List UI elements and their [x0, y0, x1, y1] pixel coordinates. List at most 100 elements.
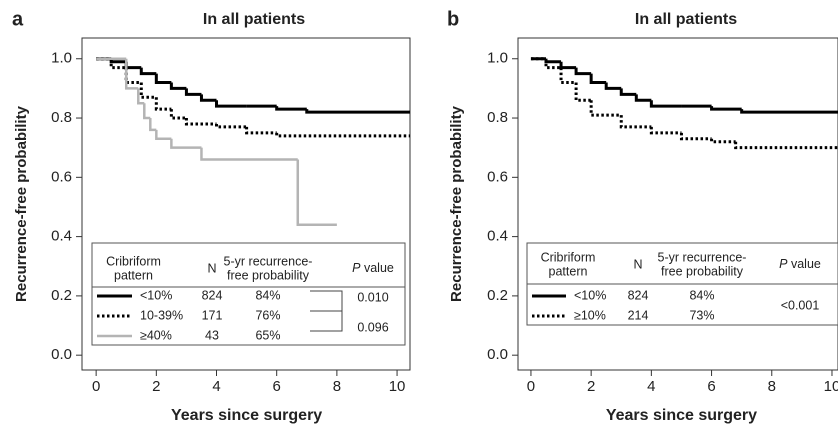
y-tick-label: 0.0: [487, 346, 508, 363]
survival-step: [215, 123, 247, 129]
survival-step: [155, 129, 172, 141]
survival-step: [137, 88, 145, 105]
x-tick-label: 8: [333, 378, 341, 395]
p-word: value: [791, 257, 821, 271]
x-tick-label: 4: [212, 378, 220, 395]
survival-step: [296, 159, 337, 226]
x-tick-label: 2: [152, 378, 160, 395]
y-tick-label: 0.6: [51, 168, 72, 185]
table-cell: 214: [628, 308, 649, 322]
plot-frame: [81, 37, 411, 371]
x-tick-label: 10: [389, 378, 406, 395]
table-header: Cribriform: [541, 250, 596, 264]
survival-step: [245, 126, 277, 135]
x-axis-title: Years since surgery: [606, 407, 757, 424]
survival-step: [710, 138, 736, 144]
survival-step: [275, 106, 307, 111]
table-cell: 171: [202, 308, 223, 322]
survival-step: [619, 115, 652, 129]
p-word: value: [364, 261, 394, 275]
survival-step: [124, 58, 139, 90]
x-tick-label: 10: [824, 378, 838, 395]
legend-table: [91, 242, 406, 346]
table-cell: 65%: [255, 328, 280, 342]
survival-step: [574, 82, 592, 102]
table-cell: 84%: [689, 288, 714, 302]
survival-step: [275, 132, 410, 138]
table-header: free probability: [661, 264, 744, 278]
table-cell: 84%: [255, 288, 280, 302]
table-cell: 73%: [689, 308, 714, 322]
y-axis-title: Recurrence-free probability: [13, 105, 30, 302]
table-cell: 76%: [255, 308, 280, 322]
p-italic: P: [352, 261, 361, 275]
survival-step: [124, 61, 142, 70]
y-tick-label: 0.4: [51, 228, 72, 245]
x-tick-label: 2: [587, 378, 595, 395]
survival-step: [574, 67, 592, 76]
survival-step: [589, 73, 607, 84]
survival-step: [589, 100, 622, 117]
survival-step: [139, 67, 157, 76]
table-header: N: [207, 261, 216, 275]
table-cell: 43: [205, 328, 219, 342]
survival-step: [169, 109, 187, 120]
chart-title: In all patients: [635, 11, 737, 28]
x-tick-label: 0: [527, 378, 535, 395]
y-tick-label: 0.6: [487, 168, 508, 185]
survival-step: [149, 118, 157, 132]
y-tick-label: 1.0: [51, 50, 72, 67]
table-header: N: [633, 257, 642, 271]
survival-step: [679, 132, 712, 141]
survival-step: [649, 100, 682, 108]
survival-step: [184, 88, 202, 96]
survival-step: [559, 67, 577, 84]
plot-frame: [517, 37, 838, 371]
y-axis-title: Recurrence-free probability: [448, 105, 465, 302]
survival-step: [154, 97, 172, 111]
survival-step: [649, 126, 682, 135]
survival-step: [139, 82, 157, 99]
survival-step: [710, 106, 742, 111]
table-cell: 824: [628, 288, 649, 302]
survival-step: [143, 103, 151, 120]
table-header: pattern: [549, 264, 588, 278]
survival-step: [184, 118, 217, 126]
survival-step: [124, 67, 142, 84]
y-tick-label: 1.0: [487, 50, 508, 67]
p-value: 0.096: [357, 320, 388, 334]
survival-step: [200, 147, 298, 161]
survival-step: [559, 61, 577, 70]
survival-step: [154, 73, 172, 84]
legend-label: <10%: [574, 288, 606, 302]
y-tick-label: 0.2: [51, 287, 72, 304]
survival-step: [619, 88, 637, 96]
table-header: P value: [779, 257, 821, 271]
survival-step: [740, 109, 838, 114]
survival-step: [170, 138, 202, 149]
legend-label: <10%: [140, 288, 172, 302]
table-header: pattern: [114, 268, 153, 282]
survival-step: [604, 82, 622, 90]
x-tick-label: 0: [92, 378, 100, 395]
x-tick-label: 6: [273, 378, 281, 395]
legend-label: ≥10%: [574, 308, 606, 322]
p-value: <0.001: [781, 298, 820, 312]
legend-label: ≥40%: [140, 328, 172, 342]
table-cell: 824: [202, 288, 223, 302]
y-tick-label: 0.4: [487, 228, 508, 245]
survival-step: [199, 94, 217, 102]
table-header: 5-yr recurrence-: [658, 250, 747, 264]
bracket: [310, 310, 343, 332]
p-value: 0.010: [357, 290, 388, 304]
p-italic: P: [779, 257, 788, 271]
y-tick-label: 0.2: [487, 287, 508, 304]
survival-step: [215, 100, 247, 108]
x-tick-label: 8: [768, 378, 776, 395]
y-tick-label: 0.8: [487, 109, 508, 126]
table-header: P value: [352, 261, 394, 275]
table-header: 5-yr recurrence-: [224, 254, 313, 268]
chart-title: In all patients: [203, 11, 305, 28]
panel-label: b: [447, 8, 459, 30]
